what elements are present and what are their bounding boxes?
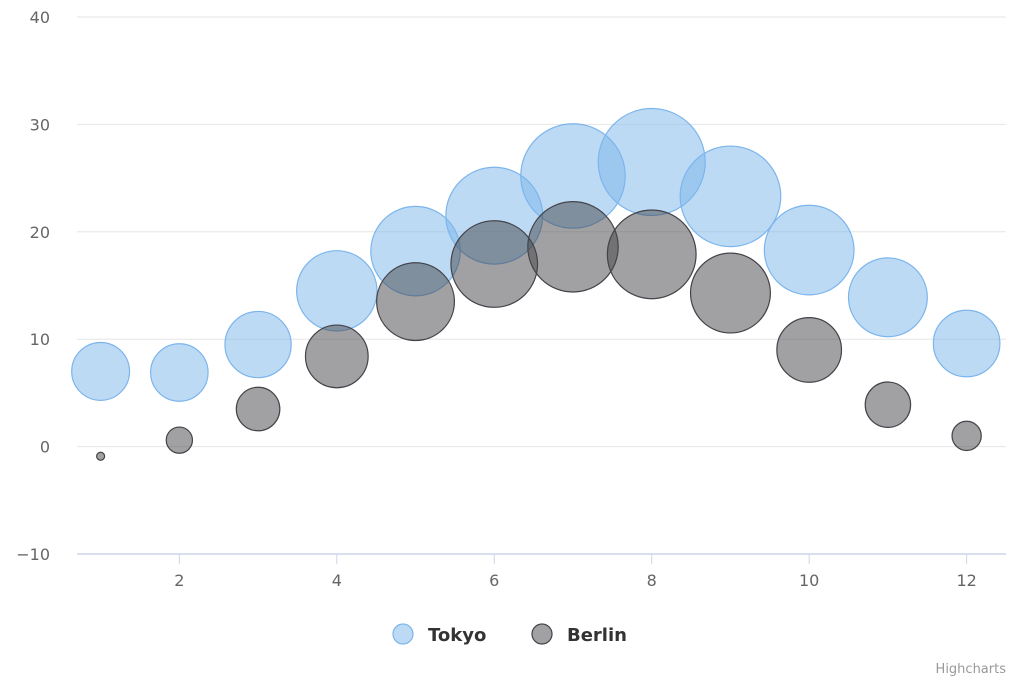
y-tick-label: 0 (40, 438, 50, 457)
bubble-point[interactable] (304, 324, 369, 389)
series-berlin (96, 201, 982, 461)
y-tick-label: 40 (30, 8, 50, 27)
bubble-point[interactable] (150, 343, 209, 402)
bubble-point[interactable] (224, 310, 292, 379)
legend-item-tokyo[interactable]: Tokyo (392, 623, 486, 646)
bubble-point[interactable] (296, 250, 378, 332)
bubble-point[interactable] (776, 317, 843, 383)
x-tick-label: 8 (647, 571, 657, 590)
axes: −10 0 10 20 30 40 2 4 6 8 10 12 (16, 8, 1006, 590)
y-tick-label: 10 (30, 330, 50, 349)
bubble-point[interactable] (96, 451, 106, 461)
x-tick-label: 2 (174, 571, 184, 590)
bubble-point[interactable] (847, 257, 928, 338)
bubble-point[interactable] (679, 145, 782, 248)
legend: Tokyo Berlin (392, 623, 627, 646)
bubble-point[interactable] (864, 381, 912, 428)
bubble-point[interactable] (689, 252, 771, 334)
bubble-point[interactable] (71, 341, 131, 401)
credits-text[interactable]: Highcharts (936, 662, 1007, 677)
plot-area (71, 107, 1001, 461)
legend-symbol (392, 623, 414, 645)
y-tick-label: −10 (16, 545, 50, 564)
bubble-point[interactable] (450, 220, 539, 308)
bubble-point[interactable] (606, 209, 697, 300)
y-tick-label: 20 (30, 223, 50, 242)
x-tick-label: 6 (489, 571, 499, 590)
legend-item-berlin[interactable]: Berlin (531, 623, 627, 646)
x-tick-label: 10 (799, 571, 819, 590)
legend-label: Tokyo (428, 625, 486, 646)
bubble-point[interactable] (932, 309, 1001, 378)
bubble-point[interactable] (951, 420, 982, 452)
bubble-point[interactable] (527, 201, 619, 293)
bubble-point[interactable] (763, 204, 855, 296)
y-tick-label: 30 (30, 115, 50, 134)
bubble-point[interactable] (376, 262, 456, 342)
x-tick-label: 12 (956, 571, 976, 590)
legend-label: Berlin (567, 625, 627, 646)
x-tick-label: 4 (332, 571, 342, 590)
bubble-point[interactable] (235, 386, 281, 432)
bubble-point[interactable] (165, 426, 194, 454)
legend-symbol (531, 623, 553, 645)
